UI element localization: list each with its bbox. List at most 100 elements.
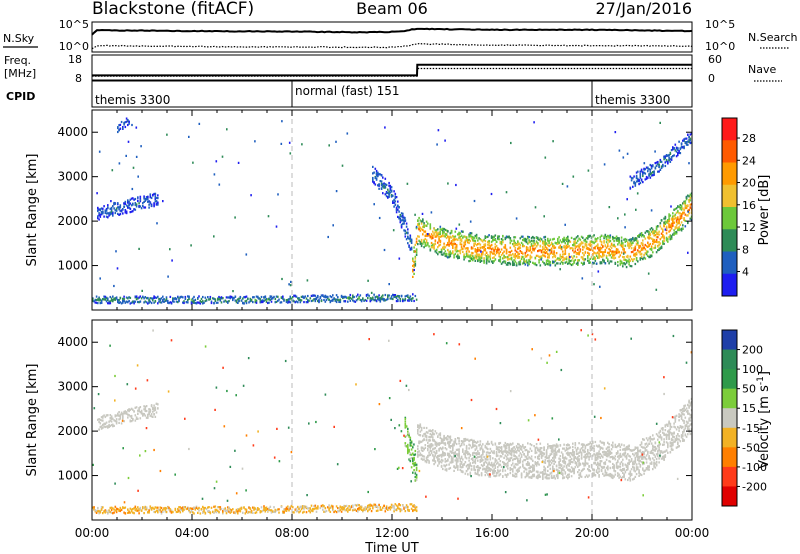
echo-cell: [655, 240, 658, 243]
echo-cell: [557, 444, 559, 447]
echo-cell: [525, 255, 528, 258]
echo-cell: [492, 261, 494, 264]
echo-cell: [605, 466, 608, 469]
echo-cell: [415, 225, 418, 228]
echo-cell: [493, 463, 495, 466]
echo-cell: [520, 235, 523, 238]
echo-cell: [685, 196, 688, 199]
echo-cell: [597, 455, 599, 458]
echo-cell: [558, 241, 560, 244]
echo-cell: [130, 414, 133, 418]
echo-cell: [562, 238, 564, 241]
echo-cell: [663, 156, 665, 159]
echo-cell: [192, 161, 194, 164]
echo-cell: [572, 448, 574, 452]
echo-cell: [465, 451, 468, 454]
echo-cell: [255, 301, 258, 304]
echo-cell: [420, 429, 423, 432]
echo-cell: [454, 439, 457, 442]
echo-cell: [524, 252, 527, 255]
echo-cell: [422, 233, 424, 236]
echo-cell: [175, 300, 178, 303]
echo-cell: [324, 294, 327, 297]
echo-cell: [425, 457, 428, 460]
echo-cell: [355, 299, 358, 302]
echo-cell: [678, 229, 680, 232]
echo-cell: [473, 239, 475, 242]
echo-cell: [578, 473, 580, 476]
echo-cell: [277, 193, 279, 196]
echo-cell: [274, 297, 277, 301]
echo-cell: [123, 121, 125, 124]
echo-cell: [510, 456, 513, 459]
echo-cell: [550, 447, 553, 450]
echo-cell: [444, 447, 447, 450]
echo-cell: [444, 465, 447, 468]
echo-cell: [120, 120, 123, 124]
echo-cell: [680, 208, 683, 211]
echo-cell: [584, 475, 587, 479]
echo-cell: [604, 451, 607, 454]
echo-cell: [609, 260, 612, 263]
echo-cell: [637, 240, 639, 243]
echo-cell: [680, 146, 683, 149]
echo-cell: [562, 255, 564, 259]
echo-cell: [664, 161, 667, 164]
echo-cell: [689, 206, 692, 209]
echo-cell: [564, 238, 567, 241]
echo-cell: [539, 442, 542, 445]
echo-cell: [542, 251, 544, 254]
echo-cell: [662, 230, 664, 233]
echo-cell: [589, 446, 592, 449]
echo-cell: [438, 239, 440, 242]
echo-cell: [517, 254, 519, 257]
echo-cell: [425, 239, 428, 242]
echo-cell: [507, 450, 509, 453]
echo-cell: [463, 452, 465, 455]
echo-cell: [394, 203, 397, 206]
echo-cell: [418, 450, 420, 453]
echo-cell: [523, 259, 525, 262]
echo-cell: [100, 213, 103, 216]
echo-cell: [260, 301, 263, 304]
echo-cell: [429, 226, 432, 229]
echo-cell: [534, 448, 537, 451]
echo-cell: [409, 438, 412, 441]
echo-cell: [482, 246, 484, 249]
echo-cell: [632, 259, 634, 262]
echo-cell: [409, 452, 412, 455]
echo-cell: [498, 446, 500, 449]
echo-cell: [605, 458, 608, 461]
echo-cell: [195, 302, 198, 305]
echo-cell: [414, 449, 417, 453]
echo-cell: [528, 249, 530, 252]
echo-cell: [564, 471, 567, 474]
echo-cell: [507, 263, 509, 266]
echo-cell: [672, 215, 674, 218]
echo-cell: [245, 295, 248, 298]
echo-cell: [509, 257, 512, 260]
echo-cell: [554, 453, 557, 457]
echo-cell: [548, 261, 550, 264]
echo-cell: [539, 452, 542, 455]
echo-cell: [125, 120, 128, 123]
echo-cell: [487, 440, 489, 443]
echo-cell: [603, 450, 605, 453]
echo-cell: [637, 260, 639, 263]
echo-cell: [522, 235, 524, 238]
echo-cell: [619, 260, 622, 263]
echo-cell: [184, 297, 187, 300]
echo-cell: [473, 257, 475, 260]
echo-cell: [650, 237, 653, 240]
echo-cell: [477, 255, 479, 258]
echo-cell: [157, 295, 159, 298]
echo-cell: [434, 242, 437, 246]
echo-cell: [520, 472, 523, 475]
echo-cell: [553, 247, 555, 250]
echo-cell: [572, 445, 574, 449]
echo-cell: [588, 469, 590, 472]
echo-cell: [558, 450, 560, 453]
echo-cell: [547, 237, 549, 240]
echo-cell: [503, 456, 505, 459]
echo-cell: [585, 247, 588, 250]
